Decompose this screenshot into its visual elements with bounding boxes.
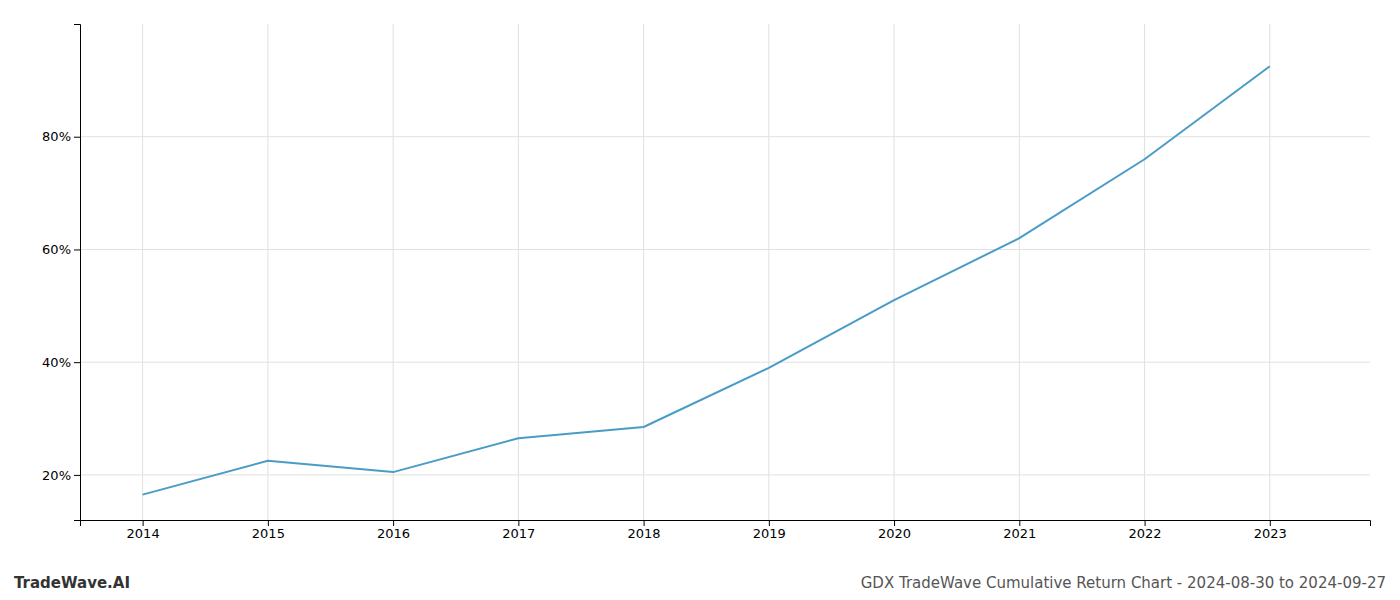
tick-label: 2016 [377,526,410,541]
tick-label: 40% [42,355,71,370]
grid-line [643,24,644,520]
tick: 2021 [1003,520,1036,541]
title: GDX TradeWave Cumulative Return Chart - … [861,574,1386,592]
tick-label: 20% [42,468,71,483]
tick-mark [894,520,895,526]
axis-line [81,521,1371,527]
marks [143,66,1270,494]
grid-line [518,24,519,520]
grid-line [1269,24,1270,520]
tick: 2020 [878,520,911,541]
tick: 2017 [502,520,535,541]
tick-mark [518,520,519,526]
tick-label: 2023 [1254,526,1287,541]
grid-line [267,24,268,520]
tick-label: 2014 [127,526,160,541]
tick: 2014 [127,520,160,541]
axis-line [74,25,81,521]
grid-line [1144,24,1145,520]
tick-label: 2015 [252,526,285,541]
tick-mark [74,137,80,138]
grid-line [1019,24,1020,520]
tick: 60% [42,242,80,257]
tick-mark [74,475,80,476]
tick-mark [74,362,80,363]
tick-mark [1145,520,1146,526]
tick-label: 2020 [878,526,911,541]
tick-mark [1270,520,1271,526]
tick-label: 2018 [628,526,661,541]
tick-label: 2021 [1003,526,1036,541]
tick: 2023 [1254,520,1287,541]
line [143,66,1270,494]
plot: 2014 2015 2016 2017 2018 2019 2020 2021 2022 2023… [42,24,1370,541]
grid-line [80,362,1370,363]
tick: 20% [42,468,80,483]
grid-line [894,24,895,520]
grid-line [393,24,394,520]
tick: 2015 [252,520,285,541]
tick: 2022 [1129,520,1162,541]
tick-label: 60% [42,242,71,257]
tick: 40% [42,355,80,370]
tick-label: 2017 [502,526,535,541]
tick-mark [268,520,269,526]
grid-line [142,24,143,520]
tick-label: 2022 [1129,526,1162,541]
grid [80,24,1370,520]
tick: 2019 [753,520,786,541]
tick: 2016 [377,520,410,541]
tick: 2018 [628,520,661,541]
tick-label: 80% [42,129,71,144]
tick-mark [74,249,80,250]
tick-mark [644,520,645,526]
x-axis: 2014 2015 2016 2017 2018 2019 2020 2021 2022 2023 [81,520,1371,541]
tick-mark [393,520,394,526]
tick-mark [143,520,144,526]
chart: 2014 2015 2016 2017 2018 2019 2020 2021 2022 2023… [0,0,1400,600]
watermark: TradeWave.AI [14,574,130,592]
y-axis: 20% 40% 60% 80% [42,25,80,521]
tick-label: 2019 [753,526,786,541]
grid-line [80,474,1370,475]
grid-line [80,249,1370,250]
grid-line [768,24,769,520]
tick: 80% [42,129,80,144]
tick-mark [1019,520,1020,526]
tick-mark [769,520,770,526]
